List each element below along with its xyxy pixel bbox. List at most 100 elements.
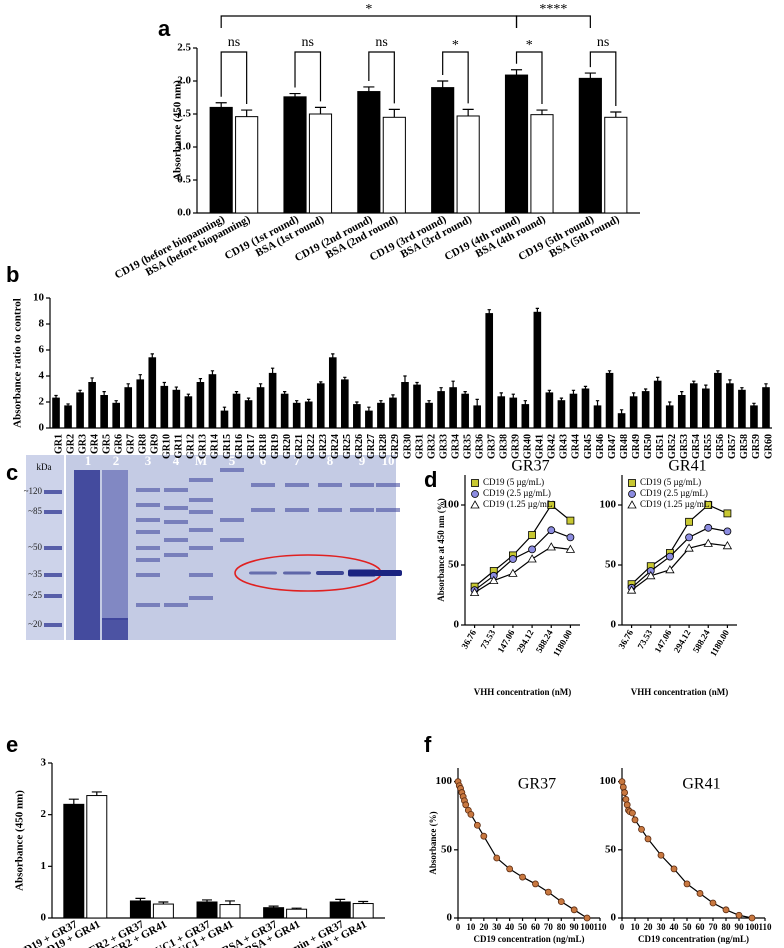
- point: [644, 835, 652, 843]
- x-tick-label: GR47: [607, 434, 618, 459]
- gel-band: [376, 483, 400, 487]
- error-bar: [355, 401, 359, 405]
- error-bar: [78, 389, 82, 393]
- x-tick-label: GR44: [571, 434, 582, 459]
- error-bar: [314, 106, 327, 114]
- error-bar: [499, 392, 503, 397]
- bar: [437, 391, 445, 429]
- gel-band: [285, 508, 309, 512]
- error-bar: [138, 374, 142, 380]
- gel-band: [251, 483, 275, 487]
- ladder-band: [44, 594, 62, 598]
- significance-label: ns: [228, 35, 240, 50]
- x-tick-label: GR24: [330, 434, 341, 459]
- x-tick-label: 147.06: [495, 628, 516, 655]
- gel-band: [136, 573, 160, 577]
- bar: [365, 410, 373, 429]
- bar: [112, 402, 120, 429]
- point: [722, 540, 733, 550]
- x-tick-label: GR57: [727, 434, 738, 459]
- x-tick-label: 36.76: [459, 628, 478, 651]
- point: [489, 575, 499, 584]
- bar: [86, 795, 108, 919]
- legend-label: CD19 (5 µg/mL): [640, 477, 701, 487]
- x-tick-label: GR25: [342, 434, 353, 459]
- x-tick-label: 90: [570, 922, 580, 932]
- gel-band: [189, 546, 213, 550]
- y-tick-label: 2.0: [177, 75, 191, 87]
- bar: [100, 395, 108, 429]
- x-tick-label: GR2: [65, 434, 76, 454]
- bar: [136, 379, 145, 429]
- bar: [244, 400, 253, 429]
- bar: [328, 357, 337, 429]
- x-tick-label: 50: [683, 922, 693, 932]
- point: [666, 552, 674, 561]
- x-tick-label: GR49: [631, 434, 642, 459]
- bar: [256, 387, 265, 429]
- x-axis-label: CD19 concentration (ng/mL): [474, 934, 585, 944]
- error-bar: [415, 381, 419, 386]
- bar: [389, 397, 397, 429]
- x-tick-label: GR23: [318, 434, 329, 459]
- x-tick-label: GR20: [282, 434, 293, 459]
- x-tick-label: 73.53: [635, 628, 654, 651]
- x-tick-label: GR45: [583, 434, 594, 459]
- x-tick-label: GR54: [691, 434, 702, 459]
- error-bar: [343, 376, 347, 380]
- x-tick-label: 50: [518, 922, 528, 932]
- x-tick-label: GR31: [414, 434, 425, 459]
- point: [557, 898, 565, 906]
- bar: [545, 392, 554, 429]
- error-bar: [704, 384, 708, 389]
- bar: [497, 396, 506, 429]
- bar: [425, 402, 433, 429]
- x-tick-label: GR10: [162, 434, 173, 459]
- marker-label: ~25: [28, 590, 42, 600]
- gel-band: [318, 508, 342, 512]
- gel-band: [189, 498, 213, 502]
- x-tick-label: GR58: [739, 434, 750, 459]
- x-tick-label: GR59: [751, 434, 762, 459]
- lane-label: 6: [260, 453, 267, 468]
- significance-bracket: [589, 51, 617, 107]
- panel-label: c: [6, 460, 18, 485]
- y-axis-label: Absorbance ratio to control: [12, 298, 24, 428]
- error-bar: [511, 393, 515, 399]
- x-tick-label: GR40: [523, 434, 534, 459]
- bar: [593, 405, 602, 429]
- error-bar: [752, 402, 756, 406]
- error-bar: [475, 398, 479, 406]
- error-bar: [559, 397, 564, 401]
- error-bar: [91, 791, 102, 796]
- point: [657, 851, 665, 859]
- error-bar: [150, 353, 154, 358]
- x-tick-label: 70: [544, 922, 554, 932]
- ladder-band: [44, 573, 62, 577]
- point: [473, 821, 481, 829]
- unit-label: kDa: [37, 462, 52, 472]
- panel-label: d: [424, 467, 437, 492]
- y-tick-label: 3: [41, 757, 47, 769]
- legend-label: CD19 (5 µg/mL): [483, 477, 544, 487]
- x-tick-label: GR12: [186, 434, 197, 459]
- bar: [413, 384, 421, 429]
- point: [547, 526, 556, 535]
- error-bar: [268, 905, 279, 908]
- x-tick-label: 1180.00: [708, 628, 731, 658]
- bar: [357, 91, 381, 214]
- x-tick-label: 30: [492, 922, 502, 932]
- x-tick-label: GR19: [270, 434, 281, 459]
- y-tick-label: 2.5: [177, 42, 191, 54]
- x-tick-label: 20: [479, 922, 489, 932]
- x-tick-label: 110: [758, 922, 772, 932]
- gel-band: [376, 508, 400, 512]
- panel-label: e: [6, 732, 18, 757]
- y-tick-label: 1: [41, 860, 47, 872]
- marker-label: ~35: [28, 569, 42, 579]
- y-tick-label: 0: [39, 422, 45, 434]
- marker-label: ~120: [24, 486, 43, 496]
- significance-label: ns: [375, 35, 387, 50]
- x-tick-label: GR51: [655, 434, 666, 459]
- x-tick-label: 70: [709, 922, 719, 932]
